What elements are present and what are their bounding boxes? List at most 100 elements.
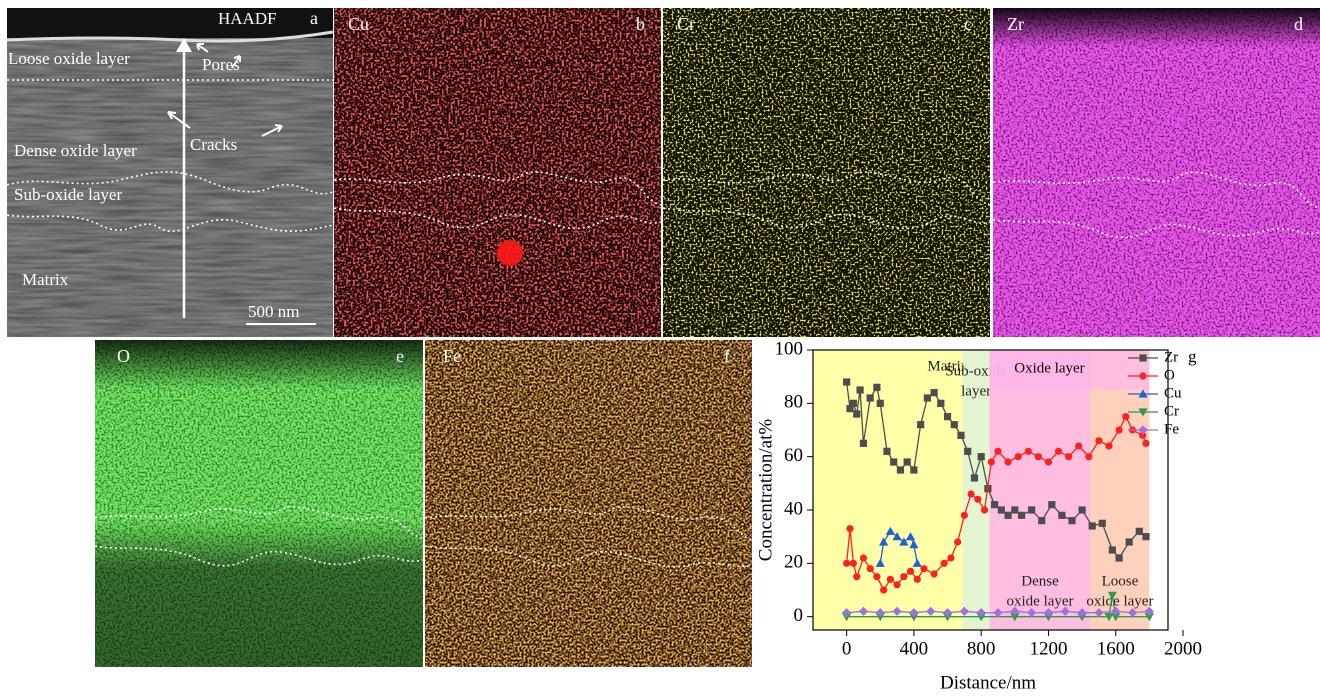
point [1065,453,1072,460]
panel-e: O e [95,340,423,667]
point [954,538,961,545]
point [974,496,981,503]
point [1085,453,1092,460]
point [887,576,894,583]
point [930,570,937,577]
annotation: Oxide layer [1014,360,1084,376]
legend-marker [1139,372,1146,379]
point [846,525,853,532]
panel-letter: c [964,14,972,34]
point [853,410,860,417]
panel-title: HAADF [218,9,277,28]
point [1136,528,1143,535]
particle [497,240,523,266]
region-label: oxide layer [1007,593,1074,609]
point [961,512,968,519]
point [1115,426,1122,433]
region-label: Dense [1021,573,1059,589]
annotation: Dense oxide layer [14,141,137,160]
point [924,394,931,401]
point [1048,501,1055,508]
point [1035,453,1042,460]
image-top [7,8,333,38]
point [1025,448,1032,455]
figure: HAADF a Loose oxide layer Pores Dense ox… [0,0,1320,695]
x-tick-label: 0 [842,638,852,659]
annotation: Matrix [22,270,69,289]
point [947,554,954,561]
point [897,466,904,473]
point [1105,442,1112,449]
point [856,386,863,393]
x-tick-label: 800 [967,638,996,659]
panel-title: O [117,346,130,366]
panel-title: Cr [677,14,695,34]
point [1095,437,1102,444]
point [1122,413,1129,420]
x-axis-label: Distance/nm [940,672,1036,693]
legend-label: O [1164,367,1175,383]
point [1068,517,1075,524]
point [850,400,857,407]
point [1045,458,1052,465]
annotation: Cracks [190,135,237,154]
point [877,400,884,407]
y-tick-label: 60 [784,445,803,466]
panel-letter: a [310,8,318,28]
point [1109,546,1116,553]
point [967,490,974,497]
point [991,501,998,508]
scale-label: 500 nm [248,302,299,321]
point [850,560,857,567]
point [1055,448,1062,455]
point [843,378,850,385]
point [1142,440,1149,447]
legend-label: Fe [1164,421,1179,437]
point [860,440,867,447]
panel-c: Cr c [663,8,990,337]
image-top [993,8,1320,337]
point [1115,554,1122,561]
y-tick-label: 40 [784,498,803,519]
y-axis-label: Concentration/at% [755,419,776,562]
panel-letter: e [396,346,404,366]
point [1078,506,1085,513]
point [893,581,900,588]
panel-d: Zr d [993,8,1320,337]
point [910,466,917,473]
point [1099,520,1106,527]
point [981,506,988,513]
image-texture [663,8,990,337]
point [873,573,880,580]
region [813,350,963,630]
point [873,384,880,391]
image-texture [334,8,661,337]
panel-title: Fe [443,346,461,366]
point [951,421,958,428]
legend-marker [1139,354,1146,361]
point [843,560,850,567]
point [1004,458,1011,465]
point [920,565,927,572]
point [914,576,921,583]
panel-title: Zr [1007,14,1024,34]
panel-letter: d [1294,14,1303,34]
point [883,448,890,455]
legend-label: Cr [1164,403,1179,419]
point [860,554,867,561]
legend-label: Cu [1164,385,1182,401]
point [957,432,964,439]
point [941,560,948,567]
point [1015,453,1022,460]
panel-letter: b [636,14,645,34]
point [904,458,911,465]
y-tick-label: 80 [784,392,803,413]
region-label: layer [961,383,991,399]
point [978,453,985,460]
point [1075,442,1082,449]
point [994,448,1001,455]
region-label: oxide layer [1086,593,1153,609]
point [917,421,924,428]
point [1018,512,1025,519]
point [1011,506,1018,513]
